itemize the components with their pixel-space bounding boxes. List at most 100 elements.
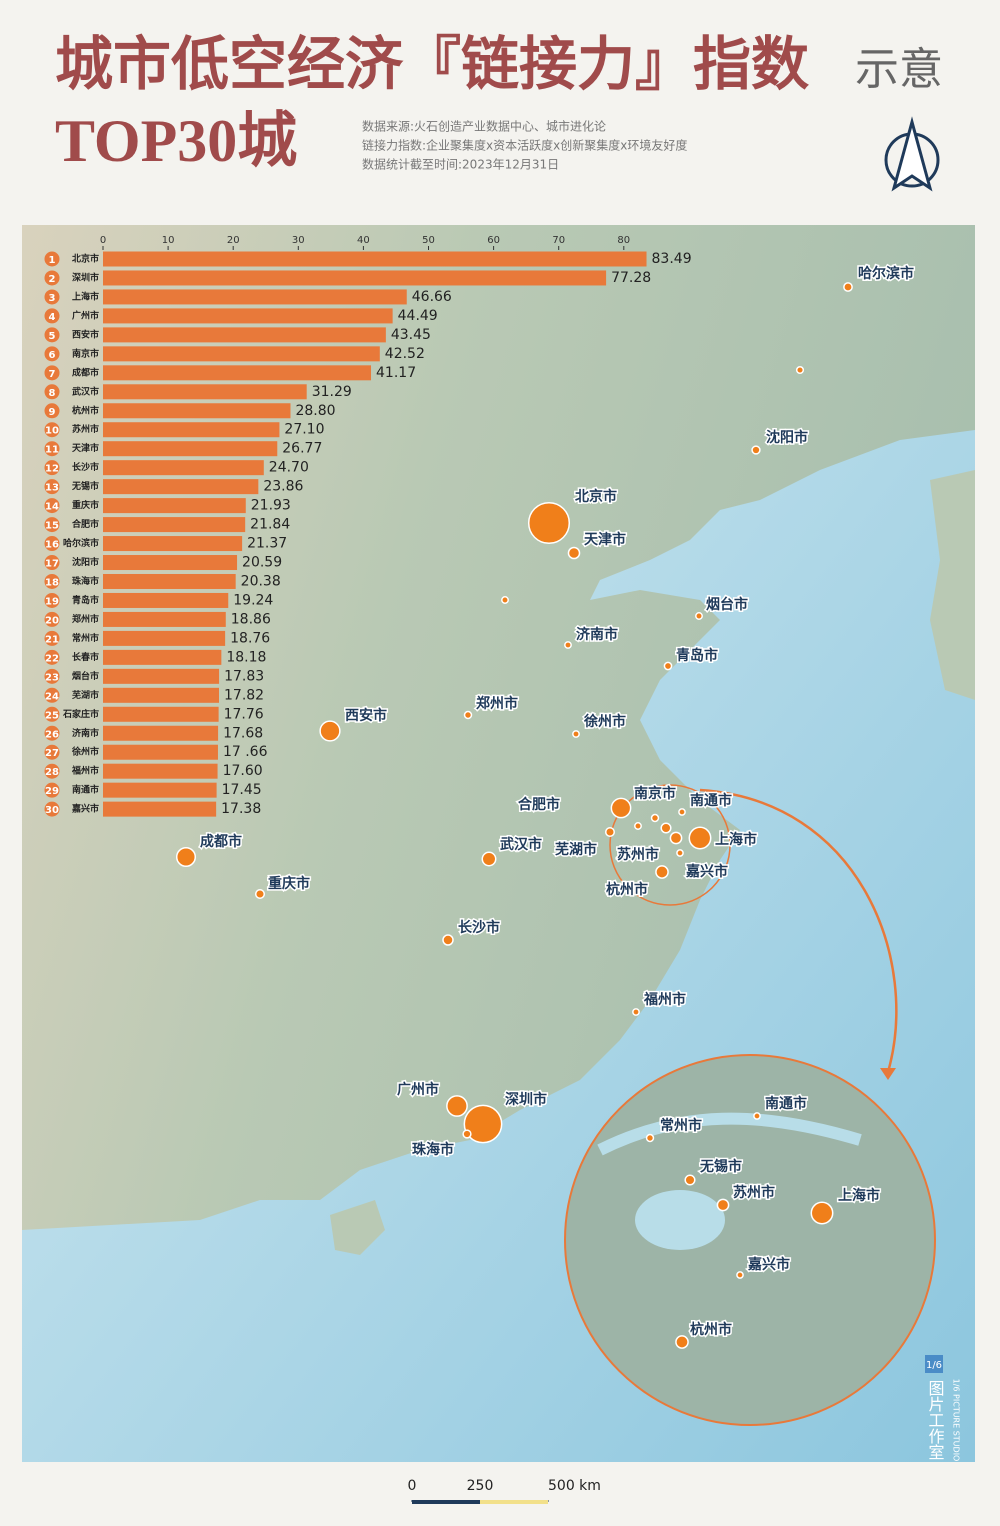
value-label: 18.18 [226, 649, 266, 665]
rank-badge [44, 744, 60, 760]
bar [103, 611, 226, 627]
rank-badge [44, 687, 60, 703]
bar [103, 649, 222, 665]
rank: 19 [45, 596, 59, 607]
y-tick-label: 郑州市 [72, 613, 99, 625]
city-label: 北京市 [575, 488, 617, 505]
value-label: 27.10 [284, 422, 324, 438]
rank-badge [44, 782, 60, 798]
city-label: 芜湖市 [555, 841, 597, 858]
city-label: 天津市 [584, 531, 626, 548]
y-tick-label: 南京市 [72, 347, 99, 359]
y-tick-label: 武汉市 [72, 385, 99, 397]
bar [103, 327, 386, 343]
scale-label: 0 [408, 1478, 417, 1494]
city-bubble [610, 797, 632, 819]
bar [103, 536, 243, 552]
note: 数据来源:火石创造产业数据中心、城市进化论 [362, 119, 606, 134]
bar [103, 346, 380, 362]
bar [103, 687, 220, 703]
rank: 14 [45, 502, 59, 513]
value-label: 24.70 [269, 460, 309, 476]
bar [103, 365, 372, 381]
rank-badge [44, 630, 60, 646]
city-label: 杭州市 [690, 1321, 732, 1338]
rank: 18 [45, 577, 59, 588]
rank: 15 [45, 521, 59, 532]
city-bubble [572, 730, 580, 738]
scale-segment [412, 1500, 480, 1504]
rank: 27 [45, 748, 59, 759]
zoom-arrow [699, 788, 898, 1073]
rank: 28 [45, 767, 59, 778]
bar [103, 479, 259, 495]
y-tick-label: 哈尔滨市 [63, 537, 99, 549]
bar [103, 801, 217, 817]
city-label: 重庆市 [268, 875, 310, 892]
value-label: 44.49 [398, 308, 438, 324]
city-bubble [645, 1133, 655, 1143]
city-label: 上海市 [838, 1187, 880, 1204]
rank: 13 [45, 483, 59, 494]
city-bubble [442, 934, 454, 946]
rank-badge [44, 649, 60, 665]
rank-badge [44, 346, 60, 362]
city-label: 西安市 [345, 707, 387, 724]
city-bubble [567, 546, 581, 560]
bar [103, 782, 217, 798]
city-bubble [684, 1174, 696, 1186]
value-label: 26.77 [282, 441, 322, 457]
city-label: 哈尔滨市 [858, 265, 914, 282]
rank-badge [44, 384, 60, 400]
value-label: 20.38 [241, 573, 281, 589]
map-island [330, 1200, 385, 1255]
city-label: 青岛市 [676, 647, 718, 664]
bar [103, 592, 229, 608]
rank-badge [44, 498, 60, 514]
rank-badge [44, 801, 60, 817]
title: 城市低空经济『链接力』指数 [55, 30, 809, 98]
bar [103, 289, 407, 305]
x-tick-label: 40 [357, 235, 370, 246]
value-label: 31.29 [312, 384, 352, 400]
rank: 7 [49, 369, 56, 380]
city-bubble [175, 846, 197, 868]
rank-badge [44, 289, 60, 305]
rank-badge [44, 573, 60, 589]
note: 链接力指数:企业聚集度x资本活跃度x创新聚集度x环境友好度 [362, 138, 687, 153]
city-label: 武汉市 [500, 836, 542, 853]
x-tick-label: 80 [617, 235, 630, 246]
bar [103, 422, 280, 438]
rank: 26 [45, 729, 59, 740]
value-label: 19.24 [233, 592, 273, 608]
value-label: 21.84 [250, 517, 290, 533]
y-tick-label: 长沙市 [72, 461, 99, 473]
x-tick-label: 70 [552, 235, 565, 246]
focus-circle [609, 784, 731, 906]
city-bubble [501, 596, 509, 604]
rank: 8 [49, 388, 56, 399]
rank-badge [44, 327, 60, 343]
rank: 17 [45, 559, 59, 570]
arrow-head [880, 1068, 896, 1080]
city-label: 南通市 [765, 1095, 807, 1112]
city-bubble [527, 501, 571, 545]
city-bubble [795, 365, 805, 375]
rank-badge [44, 270, 60, 286]
city-bubble [463, 1104, 503, 1144]
value-label: 17.68 [223, 725, 263, 741]
value-label: 21.93 [251, 498, 291, 514]
value-label: 17.83 [224, 668, 264, 684]
scale-label: 500 km [548, 1478, 601, 1494]
bar [103, 573, 236, 589]
map-land [930, 470, 975, 700]
map-land [22, 225, 975, 1230]
bar [103, 763, 218, 779]
rank: 10 [45, 426, 59, 437]
city-bubble [753, 1112, 761, 1120]
rank: 1 [49, 255, 56, 266]
rank-badge [44, 517, 60, 533]
inset-map [564, 1054, 936, 1426]
rank: 2 [49, 274, 56, 285]
rank: 20 [45, 615, 59, 626]
